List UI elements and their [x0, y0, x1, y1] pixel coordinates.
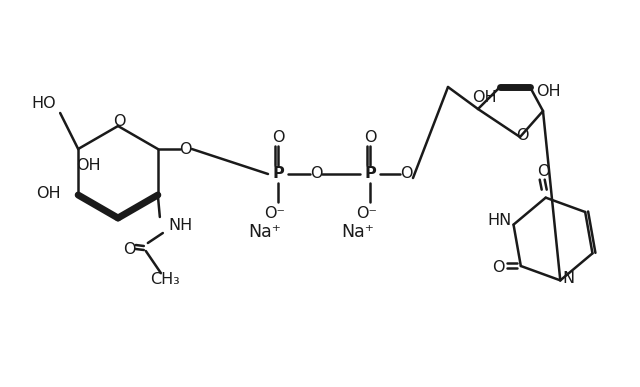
- Text: CH₃: CH₃: [150, 272, 180, 288]
- Text: O: O: [180, 142, 192, 156]
- Text: HN: HN: [488, 213, 511, 228]
- Text: O: O: [113, 113, 125, 128]
- Text: O: O: [272, 130, 284, 146]
- Text: NH: NH: [169, 217, 193, 233]
- Text: OH: OH: [536, 84, 560, 99]
- Text: O: O: [124, 241, 136, 257]
- Text: P: P: [272, 166, 284, 182]
- Text: O: O: [400, 166, 412, 182]
- Text: O⁻: O⁻: [356, 207, 378, 221]
- Text: OH: OH: [76, 158, 100, 173]
- Text: O: O: [310, 166, 323, 182]
- Text: N: N: [562, 271, 574, 286]
- Text: OH: OH: [472, 89, 496, 104]
- Text: HO: HO: [32, 96, 56, 111]
- Text: O: O: [493, 260, 505, 276]
- Text: Na⁺: Na⁺: [342, 223, 374, 241]
- Text: Na⁺: Na⁺: [248, 223, 282, 241]
- Text: O: O: [538, 164, 550, 179]
- Text: O⁻: O⁻: [264, 207, 285, 221]
- Text: O: O: [364, 130, 376, 146]
- Text: O: O: [516, 127, 528, 142]
- Text: OH: OH: [36, 187, 60, 202]
- Text: P: P: [364, 166, 376, 182]
